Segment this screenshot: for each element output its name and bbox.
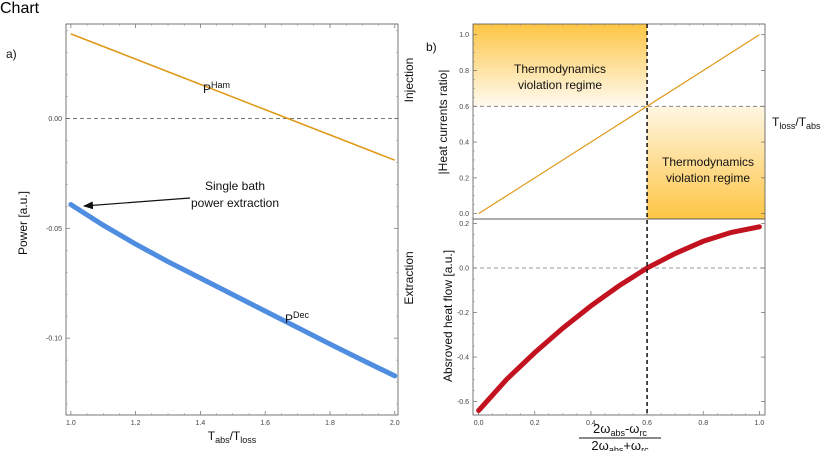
x-tick-label: 1.0 [755,420,765,427]
y-tick-label: 0.8 [459,68,469,75]
num-rest: -ω [625,421,639,436]
den-rest: +ω [623,438,641,451]
y-tick-label: -0.05 [46,226,62,233]
y-tick-label: -0.2 [457,310,469,317]
heat-flow-line [476,224,762,414]
ref-main: T [772,115,780,129]
ham-label-main: P [203,82,211,96]
panel-a-ticks: 1.0 1.2 1.4 1.6 1.8 2.0 0.00 -0.05 -0.10 [46,24,400,427]
y-tick-label: 0.2 [459,175,469,182]
x-tick-label: 0.8 [698,420,708,427]
series-dec-line [68,202,398,379]
xlabel-sub1: abs [215,435,230,445]
panel-a-xlabel: Tabs/Tloss [208,429,257,445]
series-dec-label: PDec [285,310,310,326]
panel-b-bottom-ylabel: Absroved heat flow [a.u.] [441,250,455,382]
violation-region-upper [473,24,648,107]
x-tick-label: 1.8 [325,420,335,427]
dec-label-main: P [285,312,293,326]
ref-sub1: loss [779,121,796,131]
den-main: 2ω [591,438,608,451]
ratio-reference-label: Tloss/Tabs [772,115,821,131]
panel-b-label: b) [426,40,437,54]
x-tick-label: 2.0 [390,420,400,427]
y-tick-label: -0.4 [457,355,469,362]
panel-b-bottom-ticks: 0.2 0.0 -0.2 -0.4 -0.6 0.0 0.2 0.4 0.6 0.8 1.0 [457,221,765,427]
y-tick-label: 0.00 [48,116,62,123]
region-lower-text1: Thermodynamics [662,155,754,169]
dec-label-sup: Dec [293,310,310,320]
num-sub2: rc [639,428,647,438]
x-tick-label: 1.6 [260,420,270,427]
xlabel-sub2: loss [240,435,257,445]
den-sub: abs [609,445,624,451]
panel-a-label: a) [6,47,17,61]
region-lower-text2: violation regime [666,171,750,185]
y-tick-label: 0.2 [459,221,469,228]
series-ham-line [70,33,396,161]
y-tick-label: -0.10 [46,336,62,343]
x-tick-label: 0.2 [530,420,540,427]
x-tick-label: 0.4 [586,420,596,427]
ref-sub2: abs [806,121,821,131]
xlabel-denominator: 2ωabs+ωrc [591,438,649,451]
figure: a) 1.0 1.2 1.4 1.6 1.8 2.00.00-0.05-0.10 PHam… [6,23,821,455]
num-main: 2ω [593,421,610,436]
annotation-line2: power extraction [191,196,279,210]
y-tick-label: 0.6 [459,104,469,111]
panel-a: a) 1.0 1.2 1.4 1.6 1.8 2.00.00-0.05-0.10 PHam… [6,23,416,445]
den-sub2: rc [641,445,649,451]
y-tick-label: 0.0 [459,266,469,273]
side-label-extraction: Extraction [402,251,416,304]
num-sub: abs [610,428,625,438]
panel-a-frame [65,23,399,416]
x-tick-label: 0.6 [642,420,652,427]
panel-a-ylabel: Power [a.u.] [16,191,30,255]
panel-b-top-ticks: 0.0 0.2 0.4 0.6 0.8 1.0 [459,24,765,218]
x-tick-label: 1.0 [66,420,76,427]
y-tick-label: 0.4 [459,140,469,147]
ham-label-sup: Ham [211,80,230,90]
y-tick-label: 1.0 [459,32,469,39]
ref-mid: /T [795,115,806,129]
ratio-line [478,34,760,215]
x-tick-label: 0.0 [474,420,484,427]
x-tick-label: 1.2 [131,420,141,427]
region-upper-text2: violation regime [518,78,602,92]
x-tick-label: 1.4 [196,420,206,427]
xlabel-mid: /T [230,429,241,443]
panel-b-bottom-frame [472,218,766,416]
series-ham-label: PHam [203,80,230,96]
y-tick-label: -0.6 [457,399,469,406]
panel-b-top: b) 0.0 0.2 0.4 0.6 0.8 1.0 Thermodynamics vio… [426,23,821,220]
y-tick-label: 0.0 [459,211,469,218]
xlabel-numerator: 2ωabs-ωrc [593,421,647,438]
side-label-injection: Injection [402,58,416,103]
annotation-line1: Single bath [205,179,265,193]
region-upper-text1: Thermodynamics [514,62,606,76]
violation-region-lower [647,106,765,219]
annotation-arrow [83,197,191,210]
panel-b-top-ylabel: |Heat currents ratio| [436,70,450,175]
